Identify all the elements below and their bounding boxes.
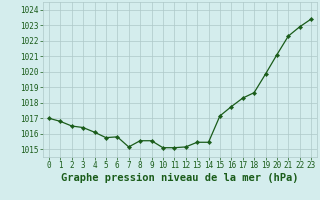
X-axis label: Graphe pression niveau de la mer (hPa): Graphe pression niveau de la mer (hPa) bbox=[61, 173, 299, 183]
